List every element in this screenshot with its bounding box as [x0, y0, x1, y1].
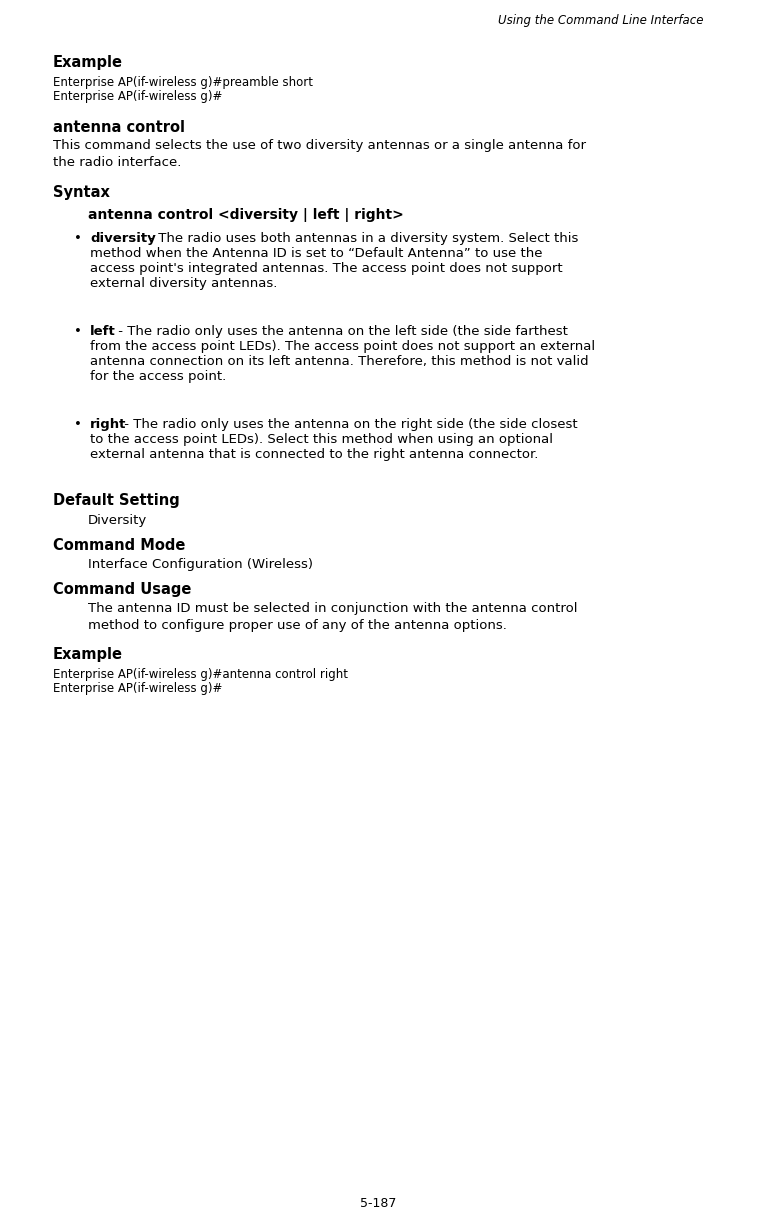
Text: left: left: [90, 324, 116, 338]
Text: access point's integrated antennas. The access point does not support: access point's integrated antennas. The …: [90, 262, 562, 275]
Text: for the access point.: for the access point.: [90, 370, 226, 383]
Text: - The radio uses both antennas in a diversity system. Select this: - The radio uses both antennas in a dive…: [145, 232, 578, 245]
Text: right: right: [90, 418, 126, 431]
Text: •: •: [74, 418, 82, 431]
Text: Using the Command Line Interface: Using the Command Line Interface: [499, 14, 704, 27]
Text: method when the Antenna ID is set to “Default Antenna” to use the: method when the Antenna ID is set to “De…: [90, 247, 543, 261]
Text: The antenna ID must be selected in conjunction with the antenna control
method t: The antenna ID must be selected in conju…: [88, 602, 578, 633]
Text: Enterprise AP(if-wireless g)#: Enterprise AP(if-wireless g)#: [53, 90, 223, 103]
Text: antenna control <diversity | left | right>: antenna control <diversity | left | righ…: [88, 208, 403, 222]
Text: - The radio only uses the antenna on the left side (the side farthest: - The radio only uses the antenna on the…: [114, 324, 569, 338]
Text: •: •: [74, 324, 82, 338]
Text: diversity: diversity: [90, 232, 156, 245]
Text: This command selects the use of two diversity antennas or a single antenna for
t: This command selects the use of two dive…: [53, 139, 586, 170]
Text: external diversity antennas.: external diversity antennas.: [90, 277, 277, 290]
Text: external antenna that is connected to the right antenna connector.: external antenna that is connected to th…: [90, 449, 538, 461]
Text: Command Mode: Command Mode: [53, 538, 185, 553]
Text: Diversity: Diversity: [88, 514, 148, 527]
Text: 5-187: 5-187: [360, 1197, 397, 1211]
Text: Default Setting: Default Setting: [53, 493, 179, 508]
Text: Example: Example: [53, 646, 123, 662]
Text: to the access point LEDs). Select this method when using an optional: to the access point LEDs). Select this m…: [90, 433, 553, 446]
Text: Interface Configuration (Wireless): Interface Configuration (Wireless): [88, 558, 313, 571]
Text: Enterprise AP(if-wireless g)#: Enterprise AP(if-wireless g)#: [53, 682, 223, 696]
Text: - The radio only uses the antenna on the right side (the side closest: - The radio only uses the antenna on the…: [120, 418, 578, 431]
Text: Syntax: Syntax: [53, 186, 110, 200]
Text: antenna control: antenna control: [53, 120, 185, 135]
Text: Command Usage: Command Usage: [53, 583, 192, 597]
Text: from the access point LEDs). The access point does not support an external: from the access point LEDs). The access …: [90, 340, 595, 353]
Text: Example: Example: [53, 55, 123, 70]
Text: antenna connection on its left antenna. Therefore, this method is not valid: antenna connection on its left antenna. …: [90, 355, 589, 367]
Text: •: •: [74, 232, 82, 245]
Text: Enterprise AP(if-wireless g)#preamble short: Enterprise AP(if-wireless g)#preamble sh…: [53, 76, 313, 88]
Text: Enterprise AP(if-wireless g)#antenna control right: Enterprise AP(if-wireless g)#antenna con…: [53, 669, 348, 681]
